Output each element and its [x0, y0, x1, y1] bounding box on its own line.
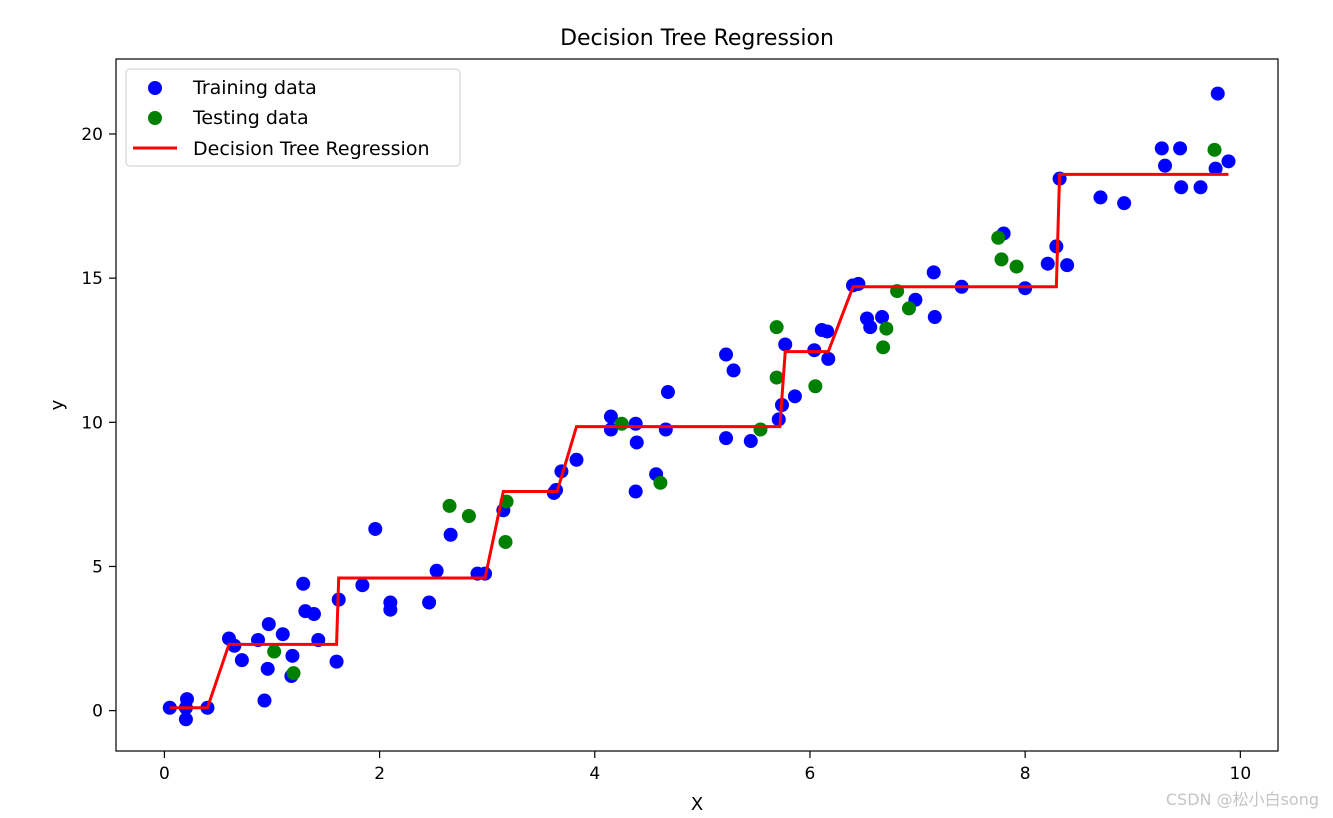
- training-data-point: [1040, 256, 1055, 271]
- testing-data-point: [753, 422, 768, 437]
- testing-data-point: [994, 252, 1009, 267]
- testing-data-point: [1009, 259, 1024, 274]
- training-data-point: [383, 595, 398, 610]
- training-data-point: [787, 389, 802, 404]
- legend-frame: [125, 68, 461, 167]
- chart-title: Decision Tree Regression: [560, 26, 834, 51]
- testing-data-point: [808, 379, 823, 394]
- training-data-point: [285, 648, 300, 663]
- training-data-point: [368, 521, 383, 536]
- training-data-point: [234, 653, 249, 668]
- x-tick-label: 0: [159, 764, 170, 784]
- testing-data-point: [769, 370, 784, 385]
- testing-data-point: [876, 340, 891, 355]
- training-data-point: [628, 484, 643, 499]
- testing-data-point: [442, 498, 457, 513]
- testing-data-series: [267, 142, 1222, 681]
- y-tick-label: 20: [81, 125, 103, 145]
- training-data-point: [257, 693, 272, 708]
- training-data-point: [820, 324, 835, 339]
- training-data-point: [743, 434, 758, 449]
- training-data-point: [1060, 258, 1075, 273]
- legend-label-testing: Testing data: [192, 107, 309, 129]
- training-data-point: [926, 265, 941, 280]
- legend-label-training: Training data: [192, 77, 317, 99]
- training-data-point: [719, 431, 734, 446]
- axes-frame: [115, 58, 1279, 752]
- training-data-point: [306, 607, 321, 622]
- training-data-point: [726, 363, 741, 378]
- training-data-point: [863, 320, 878, 335]
- testing-data-point: [1207, 142, 1222, 157]
- training-data-point: [1173, 141, 1188, 156]
- testing-data-point: [879, 321, 894, 336]
- y-tick-label: 0: [92, 702, 103, 722]
- y-axis-label: y: [47, 399, 68, 410]
- training-data-point: [771, 412, 786, 427]
- training-data-point: [1193, 180, 1208, 195]
- testing-data-point: [286, 666, 301, 681]
- training-data-point: [1174, 180, 1189, 195]
- training-data-series: [162, 86, 1236, 727]
- testing-data-point: [991, 230, 1006, 245]
- watermark: CSDN @松小白song: [1165, 790, 1319, 809]
- x-tick-label: 6: [805, 764, 816, 784]
- training-data-point: [260, 661, 275, 676]
- training-data-point: [296, 576, 311, 591]
- training-data-point: [1154, 141, 1169, 156]
- decision-tree-regression-line: [169, 172, 1229, 710]
- x-tick-label: 2: [374, 764, 385, 784]
- x-axis-label: X: [691, 794, 703, 815]
- training-data-point: [261, 617, 276, 632]
- training-data-point: [875, 310, 890, 325]
- training-data-point: [1093, 190, 1108, 205]
- training-data-point: [778, 337, 793, 352]
- training-data-point: [429, 563, 444, 578]
- training-data-point: [658, 422, 673, 437]
- training-data-point: [927, 310, 942, 325]
- testing-data-point: [653, 475, 668, 490]
- training-data-point: [821, 351, 836, 366]
- y-tick-label: 10: [81, 413, 103, 433]
- training-data-point: [178, 712, 193, 727]
- training-data-point: [1210, 86, 1225, 101]
- y-axis-ticks: 0 5 10 15 20: [81, 125, 116, 722]
- training-data-point: [629, 435, 644, 450]
- legend-marker-training: [148, 81, 162, 95]
- training-data-point: [1221, 154, 1236, 169]
- legend-label-regression: Decision Tree Regression: [193, 138, 429, 160]
- x-tick-label: 8: [1020, 764, 1031, 784]
- training-data-point: [422, 595, 437, 610]
- x-tick-label: 4: [589, 764, 600, 784]
- x-axis-ticks: 0 2 4 6 8 10: [159, 751, 1251, 784]
- legend-marker-testing: [148, 111, 162, 125]
- y-tick-label: 15: [81, 269, 103, 289]
- training-data-point: [443, 527, 458, 542]
- training-data-point: [719, 347, 734, 362]
- training-data-point: [569, 452, 584, 467]
- x-tick-label: 10: [1230, 764, 1252, 784]
- training-data-point: [275, 627, 290, 642]
- testing-data-point: [769, 320, 784, 335]
- training-data-point: [180, 692, 195, 707]
- y-tick-label: 5: [92, 557, 103, 577]
- training-data-point: [628, 416, 643, 431]
- training-data-point: [1158, 158, 1173, 173]
- plot-area: [162, 86, 1236, 727]
- legend: Training data Testing data Decision Tree…: [125, 68, 461, 167]
- testing-data-point: [614, 416, 629, 431]
- testing-data-point: [267, 644, 282, 659]
- testing-data-point: [498, 534, 513, 549]
- training-data-point: [329, 654, 344, 669]
- training-data-point: [603, 409, 618, 424]
- testing-data-point: [461, 509, 476, 524]
- testing-data-point: [901, 301, 916, 316]
- training-data-point: [355, 578, 370, 593]
- training-data-point: [1208, 161, 1223, 176]
- training-data-point: [660, 385, 675, 400]
- training-data-point: [1117, 196, 1132, 211]
